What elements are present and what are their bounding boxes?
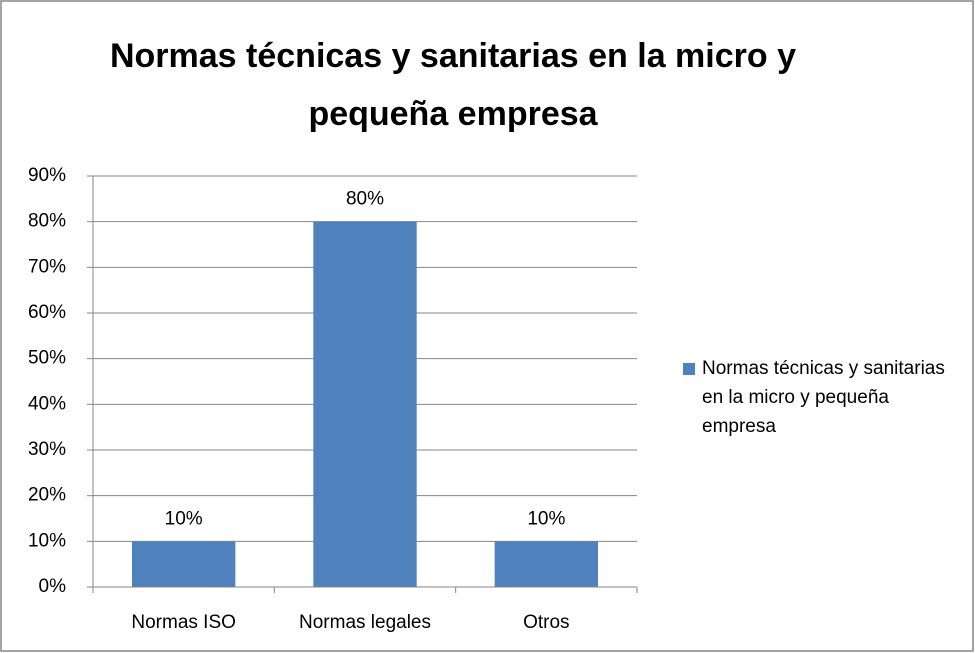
chart-title: Normas técnicas y sanitarias en la micro…	[110, 37, 796, 133]
y-tick-label: 20%	[28, 485, 66, 506]
x-tick-label: Normas ISO	[131, 612, 236, 633]
bar	[313, 221, 417, 587]
y-tick-label: 60%	[28, 302, 66, 323]
bar	[494, 541, 599, 587]
x-tick-label: Normas legales	[299, 612, 431, 633]
data-label: 10%	[165, 508, 203, 529]
legend-swatch	[683, 363, 695, 375]
data-label: 10%	[527, 508, 565, 529]
legend-label: Normas técnicas y sanitarias en la micro …	[702, 358, 945, 437]
x-tick-label: Otros	[523, 612, 569, 633]
y-tick-label: 80%	[28, 211, 66, 232]
y-tick-label: 10%	[28, 530, 66, 551]
y-tick-label: 40%	[28, 393, 66, 414]
y-tick-label: 0%	[39, 576, 67, 597]
y-tick-label: 30%	[28, 439, 66, 460]
y-tick-label: 70%	[28, 256, 66, 277]
data-label: 80%	[346, 189, 384, 210]
y-tick-label: 50%	[28, 348, 66, 369]
bar	[131, 541, 236, 587]
y-tick-label: 90%	[28, 165, 66, 186]
